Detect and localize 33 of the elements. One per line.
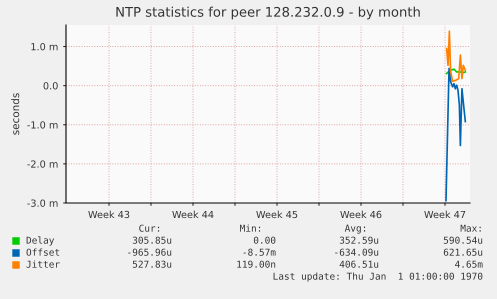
text: Max: [460,224,481,232]
y-tick-label: 1.0 m [31,42,58,50]
text: 621.65u [444,248,482,256]
text: Cur: [139,224,160,232]
y-tick-label: 0.0 [44,82,58,90]
text: -8.57m [244,248,276,256]
y-axis-title: seconds [11,93,20,135]
text: 119.00n [237,260,276,268]
y-tick-label: -2.0 m [27,160,58,168]
x-tick-label: Week 46 [340,210,382,218]
text: 305.85u [132,236,172,244]
text: -965.96u [128,248,172,256]
text: 0.00 [254,236,276,244]
y-tick-label: -1.0 m [27,121,58,129]
chart-title: NTP statistics for peer 128.232.0.9 - by month [116,6,420,20]
legend-label: Delay [26,236,54,246]
text: 406.51u [340,260,378,268]
x-tick-label: Week 45 [256,210,298,218]
line-series [446,30,466,82]
text: 527.83u [132,260,172,268]
x-tick-label: Week 47 [424,210,466,218]
text: Last update: Thu Jan 1 01:00:00 1970 [274,272,482,282]
legend-label: Offset [26,248,60,256]
text: 4.65m [455,260,483,268]
text: 352.59u [340,236,378,244]
y-tick-label: -3.0 m [27,199,58,207]
text: Min: [240,224,260,232]
legend-label: Jitter [26,260,60,268]
text: -634.09u [335,248,378,256]
x-tick-label: Week 43 [88,210,130,218]
x-tick-label: Week 44 [172,210,214,218]
text: Avg: [344,224,366,234]
text: 590.54u [444,236,482,244]
